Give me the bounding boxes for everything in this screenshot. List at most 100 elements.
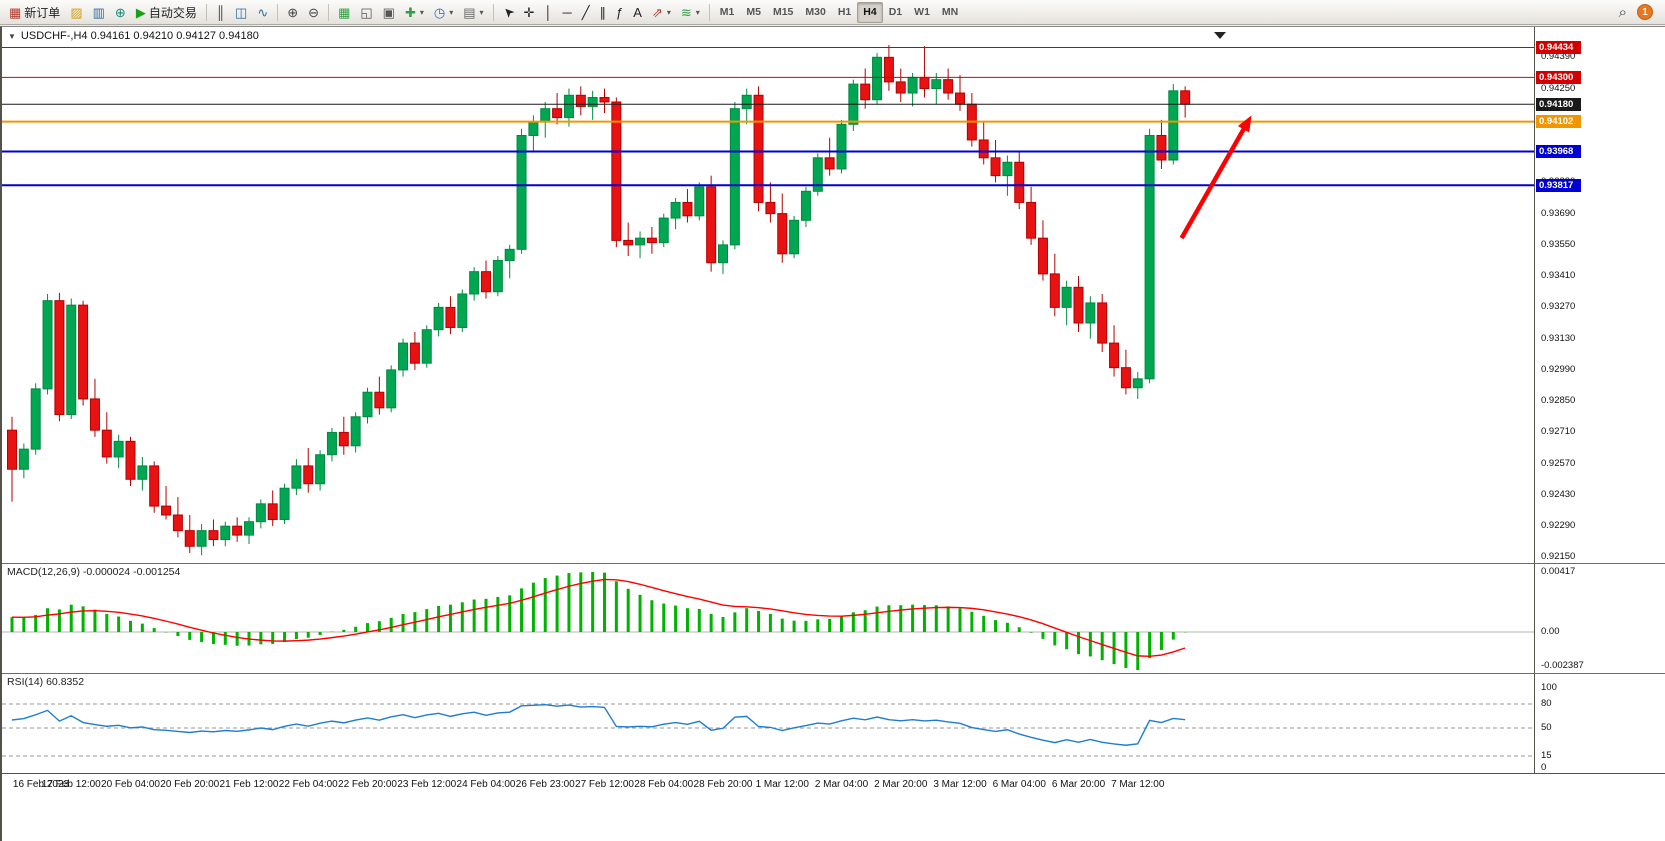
candle <box>255 499 266 529</box>
candle <box>291 459 302 495</box>
price-tick: 0.92990 <box>1541 363 1576 375</box>
price-tick: 0.94390 <box>1541 51 1576 63</box>
macd-histogram-bar <box>472 599 476 632</box>
macd-histogram-bar <box>1029 632 1033 633</box>
candle <box>978 122 989 165</box>
candle-body <box>1085 302 1096 324</box>
dropdown-caret-icon: ▾ <box>479 7 484 17</box>
candle-body <box>895 81 906 94</box>
timeframe-m5[interactable]: M5 <box>740 2 767 23</box>
macd-histogram-bar <box>1077 632 1080 655</box>
zoom-out-button[interactable]: ⊖ <box>303 2 324 23</box>
candle-body <box>220 525 231 541</box>
candle-body <box>398 342 409 371</box>
macd-histogram-bar <box>81 606 85 632</box>
candle <box>836 119 847 174</box>
price-axis[interactable]: 0.943900.942500.941100.939700.938300.936… <box>1534 27 1665 797</box>
candle <box>623 222 634 257</box>
timeframe-d1[interactable]: D1 <box>883 2 908 23</box>
main-chart-svg <box>2 32 1534 556</box>
time-label: 24 Feb 04:00 <box>456 779 516 790</box>
candle-body <box>800 190 811 221</box>
price-tick: 0.92290 <box>1541 520 1576 532</box>
timeframe-w1[interactable]: W1 <box>908 2 936 23</box>
timeframe-h4[interactable]: H4 <box>857 1 883 23</box>
timeframe-h4-label: H4 <box>863 6 877 18</box>
macd-histogram-bar <box>603 572 606 632</box>
candle <box>1097 293 1108 353</box>
new-chart-button[interactable]: ✚ ▾ <box>400 2 429 23</box>
fibonacci-button[interactable]: ƒ <box>611 2 628 23</box>
candle <box>42 293 53 395</box>
candlestick-chart-button[interactable]: ◫ <box>230 2 252 23</box>
timeframe-m30[interactable]: M30 <box>799 2 831 23</box>
bar-chart-button[interactable]: ║ <box>211 2 230 23</box>
candle-body <box>386 369 397 409</box>
time-label: 2 Mar 04:00 <box>814 779 869 790</box>
text-button[interactable]: A <box>628 2 647 23</box>
timeframe-h1[interactable]: H1 <box>832 2 857 23</box>
toolbar-group-timeframes: M1 M5 M15 M30 H1 H4 D1 W1 MN <box>714 1 964 23</box>
macd-histogram-bar <box>188 632 192 640</box>
candle-body <box>646 237 657 244</box>
time-axis[interactable]: 16 Feb 2023 17 Feb 12:00 20 Feb 04:00 20 Fe… <box>2 773 1665 799</box>
notifications-button[interactable]: 1 <box>1637 4 1653 20</box>
macd-histogram-bar <box>129 620 132 632</box>
profile-button[interactable]: ▨ <box>65 2 87 23</box>
line-chart-button[interactable]: ∿ <box>252 2 273 23</box>
chart-collapse-icon[interactable]: ▼ <box>8 31 16 41</box>
cursor-button[interactable]: ➤ <box>498 2 519 23</box>
macd-histogram-bar <box>697 608 701 632</box>
panel-divider[interactable] <box>2 563 1665 564</box>
candle <box>232 517 243 542</box>
candle <box>208 519 219 547</box>
macd-histogram-bar <box>899 605 903 632</box>
cascade-windows-button[interactable]: ▣ <box>378 2 400 23</box>
grid-icon: ▦ <box>338 4 351 20</box>
macd-histogram-bar <box>911 604 915 632</box>
macd-histogram-bar <box>757 610 761 632</box>
timeframe-mn[interactable]: MN <box>936 2 964 23</box>
indicators-button[interactable]: ≋ ▾ <box>676 2 705 23</box>
candle-body <box>1037 237 1048 275</box>
search-icon[interactable]: ⌕ <box>1618 3 1627 21</box>
candle <box>540 101 551 138</box>
trendline-button[interactable]: ╱ <box>577 2 595 23</box>
autotrading-button[interactable]: ▶ 自动交易 <box>131 2 202 23</box>
panel-divider[interactable] <box>2 673 1665 674</box>
crosshair-button[interactable]: ✛ <box>518 2 539 23</box>
toolbar-group-windows: ▦ ◱ ▣ ✚ ▾ ◷ ▾ ▤ ▾ <box>333 2 488 23</box>
macd-histogram-bar <box>484 598 488 632</box>
timeframe-m15[interactable]: M15 <box>767 2 799 23</box>
macd-histogram-bar <box>828 618 832 632</box>
timeframe-m1[interactable]: M1 <box>714 2 741 23</box>
data-window-button[interactable]: ▥ <box>88 2 110 23</box>
macd-histogram-bar <box>223 632 227 645</box>
macd-histogram-bar <box>851 612 855 632</box>
macd-histogram-bar <box>57 609 61 632</box>
tile-windows-button[interactable]: ◱ <box>355 2 377 23</box>
candle-body <box>682 201 693 217</box>
time-label: 20 Feb 04:00 <box>101 779 160 790</box>
grid-button[interactable]: ▦ <box>333 2 355 23</box>
arrows-button[interactable]: ⇗ ▾ <box>647 2 676 23</box>
macd-histogram-bar <box>863 610 867 632</box>
vertical-line-button[interactable]: │ <box>539 2 557 23</box>
trend-arrow[interactable] <box>1179 122 1249 240</box>
candle-body <box>469 271 480 295</box>
period-button[interactable]: ◷ ▾ <box>429 2 458 23</box>
macd-histogram-bar <box>934 605 938 632</box>
time-label: 2 Mar 20:00 <box>874 779 928 790</box>
candle <box>587 90 598 120</box>
chart-shift-marker-icon[interactable] <box>1214 32 1226 39</box>
new-order-button[interactable]: ▦ 新订单 <box>4 2 65 23</box>
candle-body <box>101 429 112 458</box>
channel-button[interactable]: ∥ <box>595 2 612 23</box>
candle <box>315 450 326 491</box>
candle-body <box>872 56 883 101</box>
horizontal-line-button[interactable]: ─ <box>557 2 576 23</box>
zoom-in-button[interactable]: ⊕ <box>282 2 303 23</box>
mql-community-button[interactable]: ⊕ <box>110 2 131 23</box>
macd-histogram-bar <box>1065 632 1069 650</box>
template-button[interactable]: ▤ ▾ <box>458 2 488 23</box>
